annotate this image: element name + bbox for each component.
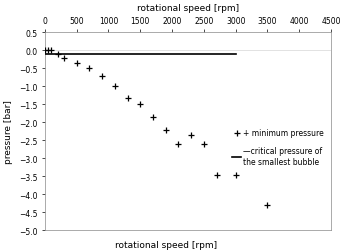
Point bbox=[188, 134, 194, 138]
Point bbox=[138, 103, 143, 107]
Point bbox=[176, 142, 181, 146]
Point bbox=[233, 173, 238, 177]
Point bbox=[265, 203, 270, 207]
Point bbox=[61, 56, 67, 60]
Point bbox=[201, 142, 207, 146]
Point bbox=[42, 49, 48, 53]
X-axis label: rotational speed [rpm]: rotational speed [rpm] bbox=[137, 4, 239, 13]
Point bbox=[74, 62, 79, 66]
Text: rotational speed [rpm]: rotational speed [rpm] bbox=[115, 240, 217, 250]
Point bbox=[48, 49, 54, 53]
Y-axis label: pressure [bar]: pressure [bar] bbox=[4, 100, 13, 164]
Point bbox=[99, 74, 105, 78]
Point bbox=[150, 116, 156, 119]
Point bbox=[87, 67, 92, 71]
Point bbox=[163, 128, 168, 132]
Point bbox=[112, 85, 118, 89]
Point bbox=[125, 96, 130, 100]
Legend: + minimum pressure, —critical pressure of
the smallest bubble: + minimum pressure, —critical pressure o… bbox=[229, 126, 327, 169]
Point bbox=[45, 49, 51, 53]
Point bbox=[214, 173, 219, 177]
Point bbox=[55, 53, 60, 57]
